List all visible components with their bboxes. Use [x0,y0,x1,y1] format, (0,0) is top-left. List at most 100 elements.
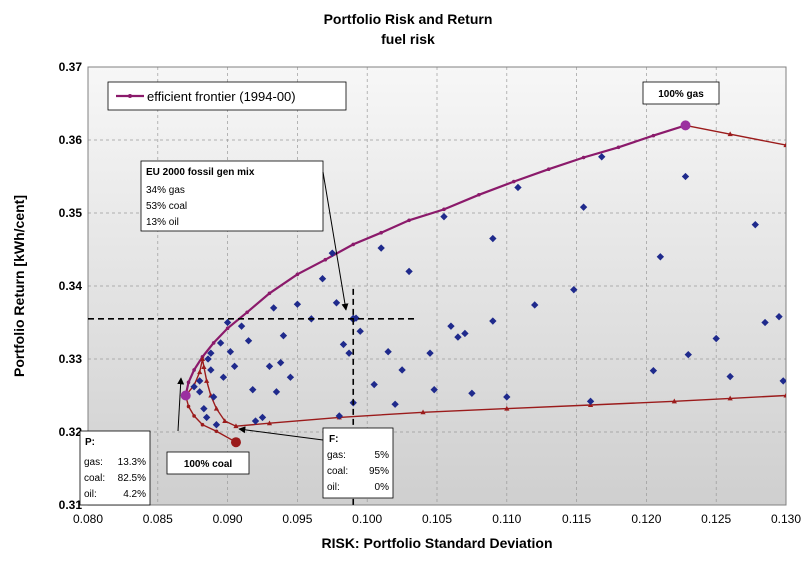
x-tick-label: 0.080 [73,512,103,526]
scatter-point [751,221,759,229]
scatter-point [531,301,539,309]
f-oil-value: 0% [375,482,390,493]
scatter-point [779,377,786,385]
scatter-point [649,367,658,375]
scatter-point [207,349,215,357]
frontier-marker [267,291,272,296]
p-oil-value: 4.2% [123,489,146,500]
scatter-point [276,358,285,367]
label-100-gas-text: 100% gas [658,89,704,100]
x-tick-label: 0.120 [631,512,661,526]
scatter-point [489,234,497,243]
scatter-point [579,203,588,211]
label-100-gas: 100% gas [642,81,720,105]
y-tick-label: 0.37 [59,60,83,74]
eu-2000-line: 34% gas [146,185,185,196]
p-oil-label: oil: [84,489,97,500]
scatter-point [370,380,378,389]
scatter-point [237,322,246,330]
frontier-marker [511,179,516,184]
y-axis: 0.31 0.32 0.33 0.34 0.35 0.36 0.37 [59,60,83,512]
eu-2000-arrow [322,171,349,311]
scatter-point [293,300,302,308]
curve-marker [420,409,426,415]
x-tick-label: 0.090 [213,512,243,526]
legend: efficient frontier (1994-00) [107,81,347,111]
label-100-coal: 100% coal [166,451,250,475]
scatter-point [196,377,204,385]
scatter-point [244,337,253,345]
scatter-point [570,285,578,294]
scatter-point [503,393,511,401]
y-tick-label: 0.34 [59,279,83,293]
p-coal-value: 82.5% [118,473,146,484]
frontier-marker [323,257,328,262]
scatter-point [430,385,438,394]
scatter-point [391,400,399,408]
curve-marker [199,356,206,361]
x-tick-label: 0.105 [422,512,452,526]
curve-marker [204,378,210,383]
scatter-point [345,349,353,357]
scatter-point [202,413,211,422]
scatter-point [200,404,208,413]
scatter-point [286,373,295,381]
scatter-point [454,333,462,341]
frontier-marker [192,414,196,418]
curve-marker [213,405,220,411]
scatter-point [468,389,476,397]
scatter-point [514,183,522,192]
x-tick-label: 0.100 [352,512,382,526]
p-gas-label: gas: [84,457,103,468]
f-box: F: gas: 5% coal: 95% oil: 0% [322,427,394,499]
scatter-point [461,329,469,338]
x-tick-label: 0.095 [282,512,312,526]
p-box: P: gas: 13.3% coal: 82.5% oil: 4.2% [79,430,151,506]
p-gas-value: 13.3% [118,457,146,468]
scatter-point [207,366,215,374]
label-100-coal-text: 100% coal [184,459,233,470]
scatter-point [489,317,497,325]
curve-line [185,395,237,443]
scatter-point [226,348,235,356]
p-title: P: [85,437,95,448]
scatter-point [726,372,734,381]
scatter-point [398,366,406,374]
y-tick-label: 0.31 [59,498,83,512]
scatter-point [216,339,225,347]
f-coal-value: 95% [369,466,389,477]
scatter-point [279,331,288,340]
y-tick-label: 0.36 [59,133,83,147]
scatter-point [598,153,606,161]
x-tick-label: 0.115 [562,512,591,526]
frontier-marker [214,429,219,434]
scatter-point [269,304,278,312]
series-layer [180,120,796,448]
x-axis-label: RISK: Portfolio Standard Deviation [321,535,552,551]
frontier-marker [477,192,481,197]
scatter-point [190,383,198,391]
marker-p [180,390,191,401]
curve-marker [266,420,273,426]
x-tick-label: 0.110 [492,512,521,526]
frontier-marker [351,242,356,247]
p-arrow [177,377,185,432]
x-tick-label: 0.085 [143,512,173,526]
y-tick-label: 0.32 [59,425,83,439]
curve-marker [504,405,510,411]
f-oil-label: oil: [327,482,340,493]
scatter-point [209,393,218,401]
frontier-marker [211,341,216,345]
scatter-point [586,397,595,406]
y-axis-label: Portfolio Return [kWh/cent] [11,195,27,377]
scatter-point [204,355,212,363]
x-tick-label: 0.130 [771,512,801,526]
chart-title: Portfolio Risk and Return [324,11,493,27]
x-axis: 0.080 0.085 0.090 0.095 0.100 0.105 0.110 0.115… [73,512,801,526]
scatter-point [447,322,455,330]
scatter-point [789,268,796,275]
scatter-point [681,172,690,181]
eu-2000-box: EU 2000 fossil gen mix 34% gas 53% coal … [140,160,324,232]
scatter-point [356,327,364,335]
legend-label: efficient frontier (1994-00) [147,89,296,104]
